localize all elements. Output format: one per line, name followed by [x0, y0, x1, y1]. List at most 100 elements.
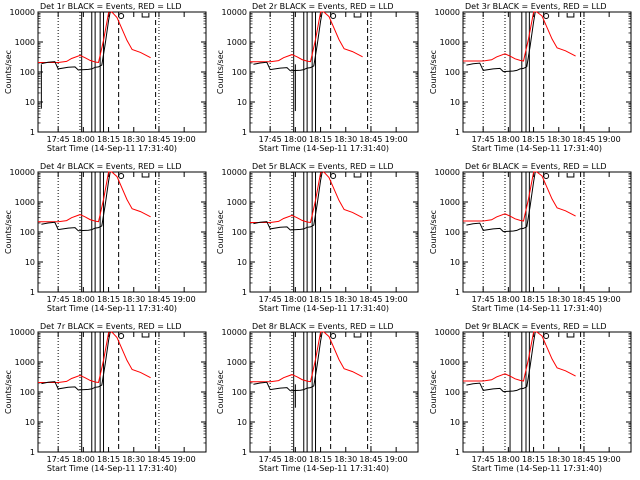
y-tick-label: 10000: [10, 328, 35, 337]
x-tick-label: 19:00: [385, 455, 408, 464]
x-tick-label: 19:00: [598, 295, 621, 304]
lld-series-line: [250, 171, 363, 224]
x-tick-label: 18:45: [359, 455, 382, 464]
x-tick-label: 18:45: [572, 135, 595, 144]
x-tick-label: 18:15: [97, 455, 120, 464]
x-axis-label: Start Time (14-Sep-11 17:31:40): [47, 464, 177, 473]
x-axis-label: Start Time (14-Sep-11 17:31:40): [259, 144, 389, 153]
y-tick-label: 100: [232, 68, 247, 77]
lld-series-line: [463, 171, 576, 222]
x-tick-label: 18:30: [547, 135, 570, 144]
y-tick-label: 10000: [10, 168, 35, 177]
y-tick-label: 1000: [15, 38, 35, 47]
panel-title: Det 8r BLACK = Events, RED = LLD: [252, 322, 394, 331]
y-tick-label: 1000: [440, 358, 460, 367]
y-tick-label: 1000: [15, 358, 35, 367]
detector-panel: Det 6r BLACK = Events, RED = LLD 1 10 100 10…: [429, 162, 632, 313]
detector-panel: Det 2r BLACK = Events, RED = LLD 1 10 100 10…: [216, 2, 419, 153]
lld-series-line: [38, 11, 151, 64]
x-tick-label: 19:00: [173, 135, 196, 144]
events-series-line: [41, 11, 111, 71]
plot-frame: [249, 11, 419, 133]
y-tick-label: 10000: [10, 8, 35, 17]
events-series-line: [253, 331, 323, 392]
x-tick-label: 18:30: [547, 295, 570, 304]
y-tick-label: 100: [20, 68, 35, 77]
bracket-marker: [141, 13, 150, 18]
x-tick-label: 17:45: [47, 455, 70, 464]
x-tick-label: 18:30: [122, 455, 145, 464]
y-tick-label: 10000: [435, 168, 460, 177]
x-tick-label: 18:45: [147, 135, 170, 144]
x-axis-label: Start Time (14-Sep-11 17:31:40): [47, 304, 177, 313]
detector-panel: Det 7r BLACK = Events, RED = LLD 1 10 100 10…: [4, 322, 207, 473]
y-tick-label: 10000: [222, 8, 247, 17]
y-tick-label: 100: [445, 388, 460, 397]
bracket-marker: [566, 173, 575, 178]
x-tick-label: 18:00: [497, 455, 520, 464]
x-tick-label: 17:45: [47, 295, 70, 304]
x-tick-label: 18:30: [122, 135, 145, 144]
y-tick-label: 10: [450, 98, 460, 107]
y-tick-label: 100: [232, 228, 247, 237]
x-tick-label: 18:15: [522, 135, 545, 144]
bracket-marker: [566, 13, 575, 18]
y-axis-label: Counts/sec: [429, 50, 438, 94]
y-tick-label: 10: [237, 98, 247, 107]
panel-title: Det 1r BLACK = Events, RED = LLD: [40, 2, 182, 11]
y-tick-label: 10: [450, 258, 460, 267]
detector-panel: Det 8r BLACK = Events, RED = LLD 1 10 100 10…: [216, 322, 419, 473]
x-tick-label: 18:30: [334, 135, 357, 144]
detector-panel: Det 1r BLACK = Events, RED = LLD 1 10 100 10…: [4, 2, 207, 153]
y-axis-label: Counts/sec: [4, 370, 13, 414]
x-tick-label: 18:30: [547, 455, 570, 464]
y-tick-label: 1: [455, 128, 460, 137]
plot-frame: [462, 331, 632, 453]
panel-title: Det 5r BLACK = Events, RED = LLD: [252, 162, 394, 171]
y-tick-label: 1: [242, 448, 247, 457]
attenuator-marker: [543, 173, 550, 179]
bracket-marker: [353, 13, 362, 18]
x-tick-label: 18:30: [334, 295, 357, 304]
y-tick-label: 1000: [440, 198, 460, 207]
bracket-marker: [566, 333, 575, 338]
events-series-line: [41, 171, 111, 232]
y-tick-label: 10000: [222, 168, 247, 177]
bracket-marker: [141, 173, 150, 178]
y-tick-label: 100: [20, 228, 35, 237]
y-axis-label: Counts/sec: [216, 50, 225, 94]
x-tick-label: 18:45: [147, 455, 170, 464]
y-tick-label: 1: [455, 288, 460, 297]
panel-title: Det 6r BLACK = Events, RED = LLD: [465, 162, 607, 171]
x-tick-label: 18:15: [309, 455, 332, 464]
x-tick-label: 19:00: [598, 135, 621, 144]
detector-panel: Det 4r BLACK = Events, RED = LLD 1 10 100 10…: [4, 162, 207, 313]
attenuator-marker: [118, 333, 125, 339]
x-tick-label: 19:00: [385, 295, 408, 304]
events-series-line: [253, 171, 323, 231]
plot-frame: [462, 171, 632, 293]
x-tick-label: 18:30: [334, 455, 357, 464]
lld-series-line: [38, 171, 151, 223]
x-tick-label: 17:45: [259, 295, 282, 304]
events-series-line: [466, 11, 536, 73]
attenuator-marker: [543, 13, 550, 19]
bracket-marker: [353, 173, 362, 178]
y-axis-label: Counts/sec: [216, 370, 225, 414]
attenuator-marker: [543, 333, 550, 339]
lld-series-line: [463, 11, 576, 62]
x-tick-label: 18:15: [522, 455, 545, 464]
x-tick-label: 18:15: [97, 135, 120, 144]
y-tick-label: 100: [445, 228, 460, 237]
bracket-marker: [141, 333, 150, 338]
y-tick-label: 100: [445, 68, 460, 77]
x-tick-label: 18:30: [122, 295, 145, 304]
x-tick-label: 18:15: [522, 295, 545, 304]
y-tick-label: 1000: [440, 38, 460, 47]
lld-series-line: [250, 11, 363, 63]
lld-series-line: [38, 331, 151, 384]
y-tick-label: 10: [25, 418, 35, 427]
y-axis-label: Counts/sec: [429, 210, 438, 254]
x-axis-label: Start Time (14-Sep-11 17:31:40): [259, 304, 389, 313]
x-axis-label: Start Time (14-Sep-11 17:31:40): [472, 304, 602, 313]
